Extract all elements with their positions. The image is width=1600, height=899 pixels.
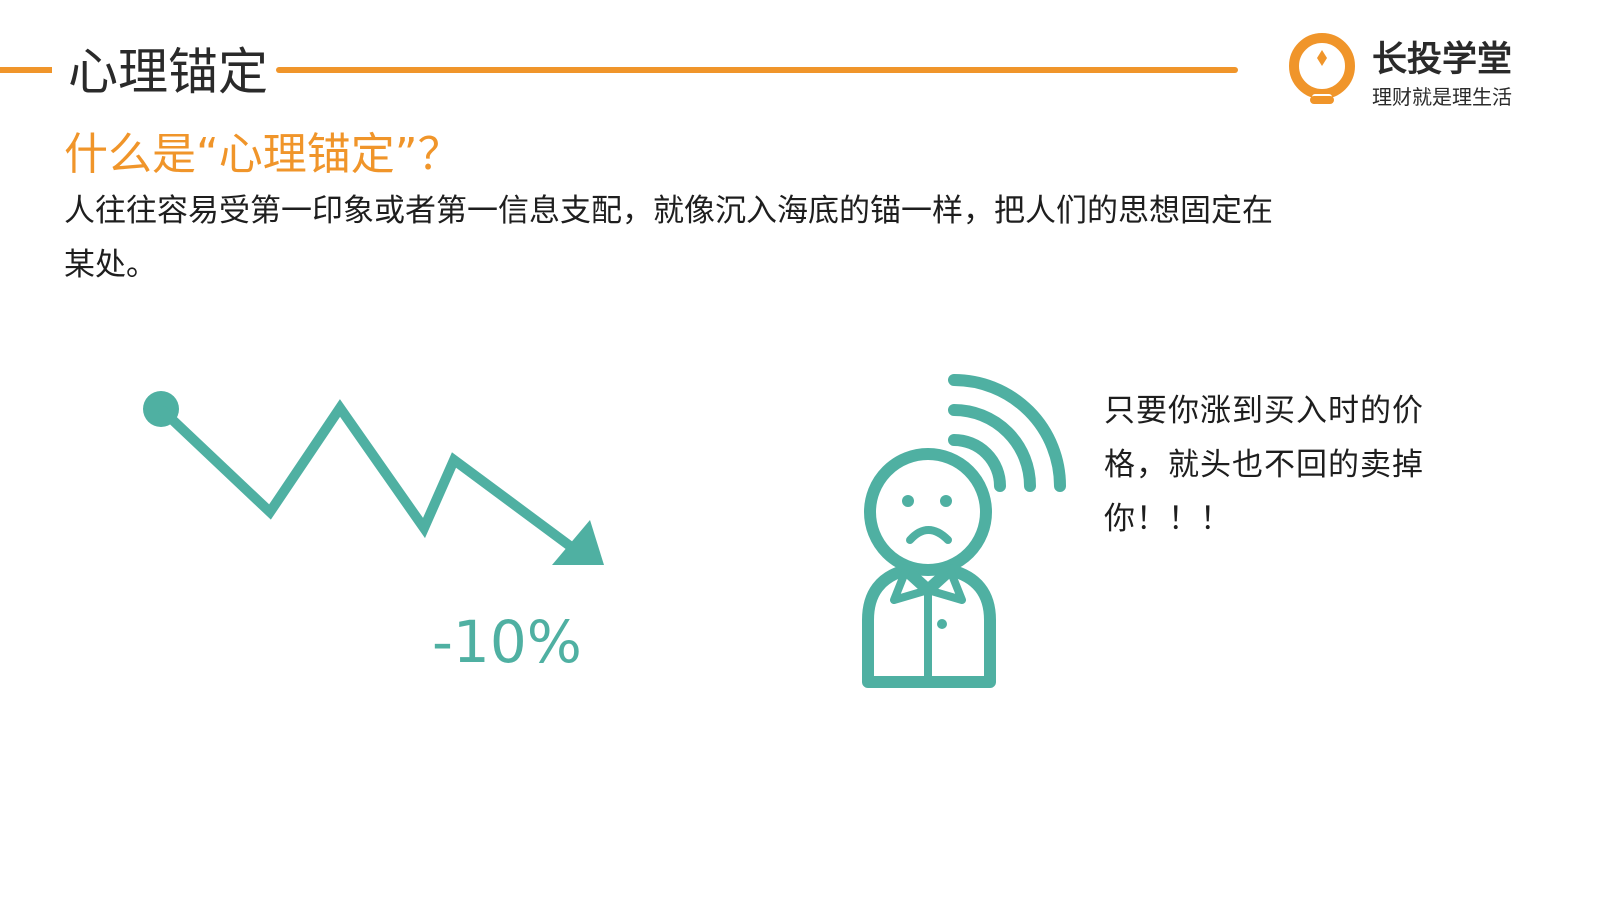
downtrend-arrow-icon [143,391,604,565]
page-title: 心理锚定 [68,43,268,101]
brand-name: 长投学堂 [1372,40,1513,80]
signal-waves-icon [948,374,1066,492]
title-rule-right [276,67,1238,73]
title-rule-left [0,67,52,73]
sad-person-icon [862,448,996,688]
section-question: 什么是“心理锚定”？ [64,129,462,180]
intro-paragraph: 人往往容易受第一印象或者第一信息支配，就像沉入海底的锚一样，把人们的思想固定在某… [64,193,1273,283]
decline-percent: -10% [432,608,582,676]
bulb-logo-icon [1289,33,1355,106]
brand-slogan: 理财就是理生活 [1372,85,1512,109]
seller-quote: 只要你涨到买入时的价格，就头也不回的卖掉你！！！ [1104,393,1424,537]
